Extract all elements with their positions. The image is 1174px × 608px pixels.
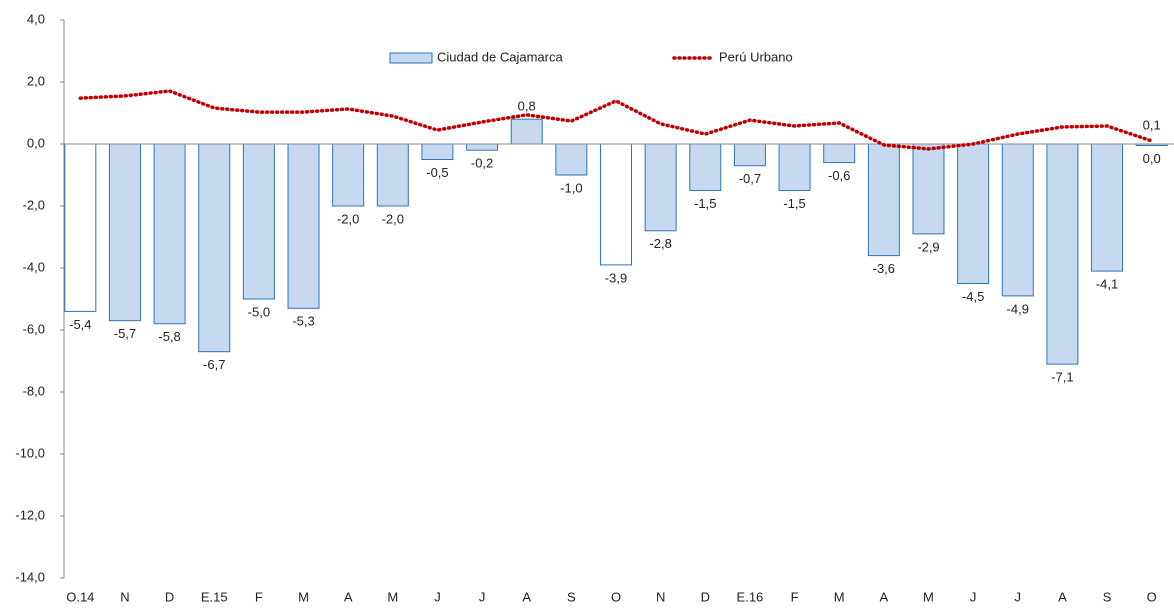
value-label: -6,7: [203, 357, 225, 372]
x-tick-label: D: [165, 589, 174, 604]
value-label: -1,5: [783, 196, 805, 211]
value-label: -0,7: [739, 171, 761, 186]
value-label: -3,6: [873, 261, 895, 276]
value-label: -5,4: [69, 317, 91, 332]
value-label: -0,5: [426, 165, 448, 180]
x-tick-label: A: [1058, 589, 1067, 604]
x-tick-label: N: [120, 589, 129, 604]
y-tick-label: -12,0: [15, 507, 45, 522]
x-tick-label: J: [970, 589, 977, 604]
bar: [198, 143, 231, 353]
bar: [376, 143, 409, 207]
bar: [912, 143, 945, 235]
value-label: -2,8: [649, 236, 671, 251]
line: [78, 89, 1154, 151]
x-tick-label: E.15: [201, 589, 228, 604]
bar: [287, 143, 320, 309]
value-label: -4,5: [962, 289, 984, 304]
y-tick-label: 4,0: [27, 11, 45, 26]
value-label: -5,7: [114, 326, 136, 341]
x-tick-label: J: [1015, 589, 1022, 604]
y-tick-label: -4,0: [23, 259, 45, 274]
bar: [108, 143, 141, 322]
bar: [600, 143, 632, 266]
x-tick-label: D: [701, 589, 710, 604]
bar: [510, 118, 543, 145]
y-tick-label: -10,0: [15, 445, 45, 460]
x-tick-label: S: [567, 589, 576, 604]
value-label: -4,9: [1007, 301, 1029, 316]
x-tick-label: A: [344, 589, 353, 604]
y-tick-label: 0,0: [27, 135, 45, 150]
x-tick-label: J: [479, 589, 486, 604]
x-tick-label: J: [434, 589, 441, 604]
y-tick-label: -2,0: [23, 197, 45, 212]
legend-label: Perú Urbano: [719, 49, 793, 64]
x-tick-label: O: [611, 589, 621, 604]
x-tick-label: F: [791, 589, 799, 604]
value-label: 0,1: [1143, 117, 1161, 132]
bar: [823, 143, 856, 164]
bar: [1046, 143, 1079, 365]
x-tick-label: N: [656, 589, 665, 604]
x-tick-label: M: [834, 589, 845, 604]
x-tick-label: A: [880, 589, 889, 604]
bar: [421, 143, 454, 160]
y-tick-label: -6,0: [23, 321, 45, 336]
value-label: -2,0: [382, 211, 404, 226]
value-label: 0,0: [1143, 151, 1161, 166]
value-label: -2,9: [917, 239, 939, 254]
value-label: -0,6: [828, 168, 850, 183]
value-label: -2,0: [337, 211, 359, 226]
y-tick-label: 2,0: [27, 73, 45, 88]
value-label: -1,0: [560, 180, 582, 195]
bar: [1001, 143, 1034, 297]
value-label: -3,9: [605, 270, 627, 285]
bar: [1091, 143, 1124, 272]
x-tick-label: E.16: [737, 589, 764, 604]
value-label: -1,5: [694, 196, 716, 211]
bar: [867, 143, 900, 257]
x-tick-label: F: [255, 589, 263, 604]
y-tick-label: -8,0: [23, 383, 45, 398]
bar: [332, 143, 365, 207]
y-tick-label: -14,0: [15, 569, 45, 584]
bar: [242, 143, 275, 300]
bar: [466, 143, 499, 151]
x-tick-label: M: [387, 589, 398, 604]
x-tick-label: M: [298, 589, 309, 604]
x-tick-label: O: [1147, 589, 1157, 604]
bar: [689, 143, 722, 191]
bar: [957, 143, 990, 284]
bar: [64, 143, 97, 312]
x-tick-label: O.14: [66, 589, 94, 604]
value-label: -5,0: [248, 304, 270, 319]
value-label: 0,8: [518, 99, 536, 114]
bar: [644, 143, 677, 232]
x-tick-label: A: [522, 589, 531, 604]
legend-label: Ciudad de Cajamarca: [437, 49, 564, 64]
bar: [153, 143, 186, 325]
legend-swatch: [389, 52, 433, 64]
bar: [778, 143, 811, 191]
value-label: -5,8: [158, 329, 180, 344]
bar: [733, 143, 766, 167]
value-label: -0,2: [471, 156, 493, 171]
bar: [555, 143, 588, 176]
x-tick-label: M: [923, 589, 934, 604]
value-label: -7,1: [1051, 370, 1073, 385]
value-label: -4,1: [1096, 277, 1118, 292]
x-tick-label: S: [1103, 589, 1112, 604]
value-label: -5,3: [292, 314, 314, 329]
